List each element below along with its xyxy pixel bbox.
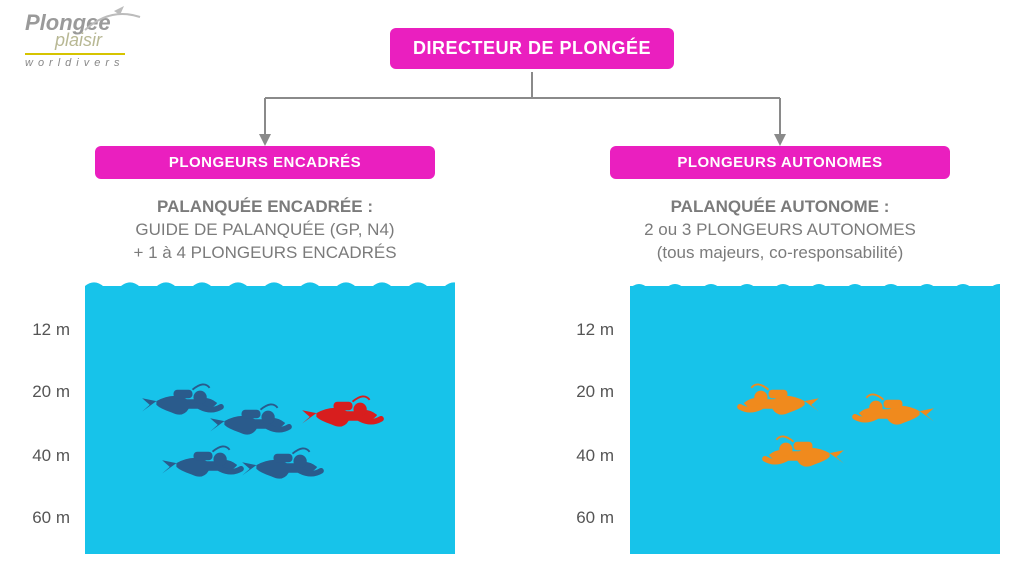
water-left xyxy=(85,286,455,554)
header-title: DIRECTEUR DE PLONGÉE xyxy=(413,38,651,58)
right-pill-label: PLONGEURS AUTONOMES xyxy=(677,154,882,171)
right-pill: PLONGEURS AUTONOMES xyxy=(610,146,950,179)
depth-12: 12 m xyxy=(576,320,614,340)
depth-60: 60 m xyxy=(32,508,70,528)
diver-icon xyxy=(162,446,241,476)
depth-12: 12 m xyxy=(32,320,70,340)
diver-icon xyxy=(142,384,221,414)
diver-icon xyxy=(302,396,381,426)
brand-logo: Plongee plaisir worldivers xyxy=(25,10,125,69)
divers-left xyxy=(85,286,455,554)
divers-right xyxy=(630,286,1000,554)
depth-40: 40 m xyxy=(32,446,70,466)
left-desc-line1: GUIDE DE PALANQUÉE (GP, N4) xyxy=(65,219,465,242)
right-description: PALANQUÉE AUTONOME : 2 ou 3 PLONGEURS AU… xyxy=(580,196,980,265)
left-desc-title: PALANQUÉE ENCADRÉE : xyxy=(65,196,465,219)
depth-20: 20 m xyxy=(576,382,614,402)
depth-20: 20 m xyxy=(32,382,70,402)
water-right xyxy=(630,286,1000,554)
diver-icon xyxy=(765,436,844,466)
left-desc-line2: + 1 à 4 PLONGEURS ENCADRÉS xyxy=(65,242,465,265)
left-pill-label: PLONGEURS ENCADRÉS xyxy=(169,154,361,171)
header-pill: DIRECTEUR DE PLONGÉE xyxy=(390,28,674,69)
depth-40: 40 m xyxy=(576,446,614,466)
left-pill: PLONGEURS ENCADRÉS xyxy=(95,146,435,179)
logo-swoosh-icon xyxy=(80,5,150,35)
right-desc-line1: 2 ou 3 PLONGEURS AUTONOMES xyxy=(580,219,980,242)
depth-60: 60 m xyxy=(576,508,614,528)
right-desc-line2: (tous majeurs, co-responsabilité) xyxy=(580,242,980,265)
logo-line3: worldivers xyxy=(25,53,125,69)
left-description: PALANQUÉE ENCADRÉE : GUIDE DE PALANQUÉE … xyxy=(65,196,465,265)
diver-icon xyxy=(242,448,321,478)
diver-icon xyxy=(740,384,819,414)
right-desc-title: PALANQUÉE AUTONOME : xyxy=(580,196,980,219)
diver-icon xyxy=(855,394,934,424)
